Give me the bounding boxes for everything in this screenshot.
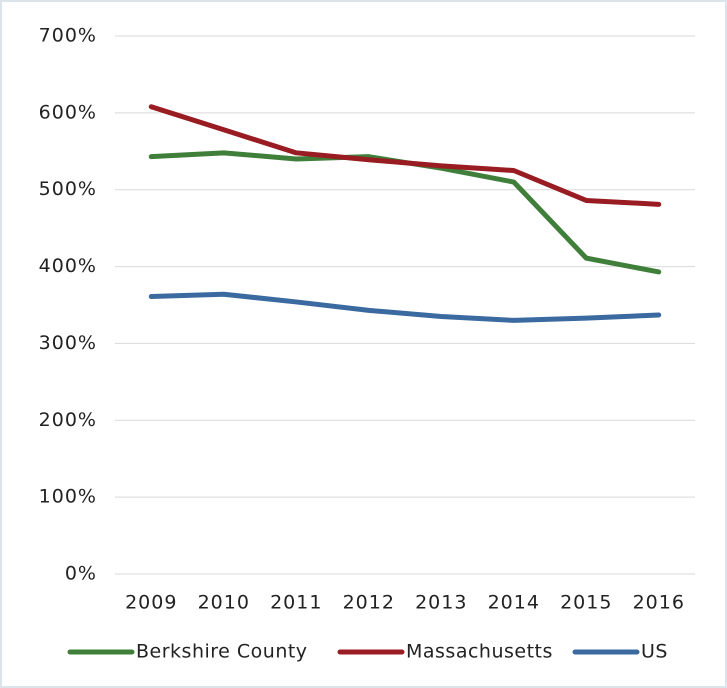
x-tick-label: 2016 xyxy=(633,592,685,614)
x-tick-label: 2013 xyxy=(415,592,467,614)
x-tick-label: 2015 xyxy=(560,592,612,614)
x-tick-label: 2011 xyxy=(270,592,322,614)
y-tick-label: 100% xyxy=(39,486,97,508)
series-line xyxy=(148,291,662,323)
x-tick-label: 2010 xyxy=(198,592,250,614)
x-tick-label: 2009 xyxy=(125,592,177,614)
legend-label: Berkshire County xyxy=(136,641,308,663)
x-tick-label: 2012 xyxy=(343,592,395,614)
x-tick-label: 2014 xyxy=(488,592,540,614)
y-tick-label: 600% xyxy=(39,101,97,123)
series-line xyxy=(148,104,662,207)
y-tick-label: 400% xyxy=(39,255,97,277)
y-tick-label: 700% xyxy=(39,25,97,47)
y-tick-label: 200% xyxy=(39,409,97,431)
legend-label: US xyxy=(641,641,668,663)
y-tick-label: 500% xyxy=(39,178,97,200)
y-tick-label: 0% xyxy=(65,563,97,585)
legend-label: Massachusetts xyxy=(406,641,553,663)
y-tick-label: 300% xyxy=(39,332,97,354)
